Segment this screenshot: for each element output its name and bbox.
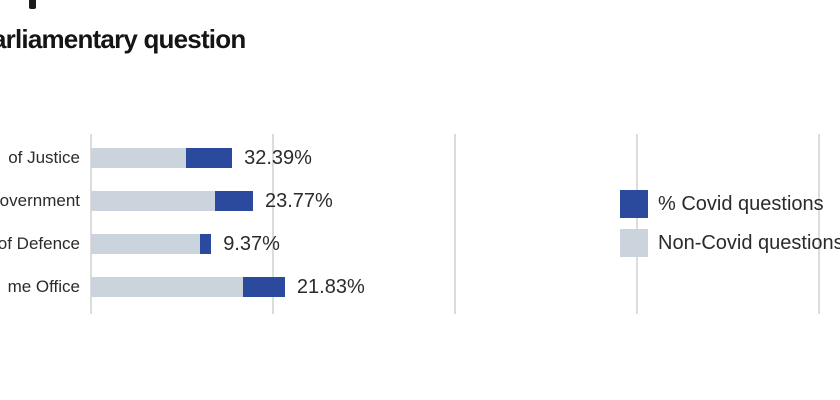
category-label: of Justice xyxy=(8,148,80,167)
category-label: overnment xyxy=(0,191,80,210)
non-covid-segment[interactable] xyxy=(91,191,215,211)
chart-title: arliamentary question xyxy=(0,24,246,54)
non-covid-segment[interactable] xyxy=(91,148,187,168)
x-gridline xyxy=(818,134,821,314)
legend-item-noncovid[interactable]: Non-Covid questions xyxy=(620,229,840,257)
legend: % Covid questions Non-Covid questions xyxy=(620,190,840,257)
x-gridline xyxy=(454,134,457,314)
legend-label: % Covid questions xyxy=(658,192,824,215)
non-covid-swatch-icon xyxy=(620,229,648,257)
value-label: 23.77% xyxy=(265,190,333,212)
non-covid-segment[interactable] xyxy=(91,277,243,297)
bar-row: overnment 23.77% xyxy=(0,191,840,211)
bar-row: of Justice 32.39% xyxy=(0,148,840,168)
bar-row: me Office 21.83% xyxy=(0,277,840,297)
value-label: 32.39% xyxy=(244,147,312,169)
cropped-glyph-fragment xyxy=(29,0,36,9)
bar-row: of Defence 9.37% xyxy=(0,234,840,254)
legend-label: Non-Covid questions xyxy=(658,231,840,254)
covid-segment[interactable] xyxy=(214,191,253,211)
x-gridline xyxy=(272,134,275,314)
stacked-bar xyxy=(91,234,212,254)
covid-segment[interactable] xyxy=(186,148,233,168)
covid-swatch-icon xyxy=(620,190,648,218)
covid-segment[interactable] xyxy=(242,277,285,297)
x-gridline xyxy=(90,134,92,314)
stacked-bar xyxy=(91,148,233,168)
covid-segment[interactable] xyxy=(199,234,212,254)
stacked-bar xyxy=(91,191,253,211)
value-label: 21.83% xyxy=(296,276,365,298)
category-label: of Defence xyxy=(0,234,80,253)
stacked-bar xyxy=(91,277,285,297)
category-label: me Office xyxy=(7,277,80,296)
x-gridline xyxy=(636,134,639,314)
value-label: 9.37% xyxy=(223,233,280,255)
non-covid-segment[interactable] xyxy=(91,234,200,254)
legend-item-covid[interactable]: % Covid questions xyxy=(620,190,840,218)
